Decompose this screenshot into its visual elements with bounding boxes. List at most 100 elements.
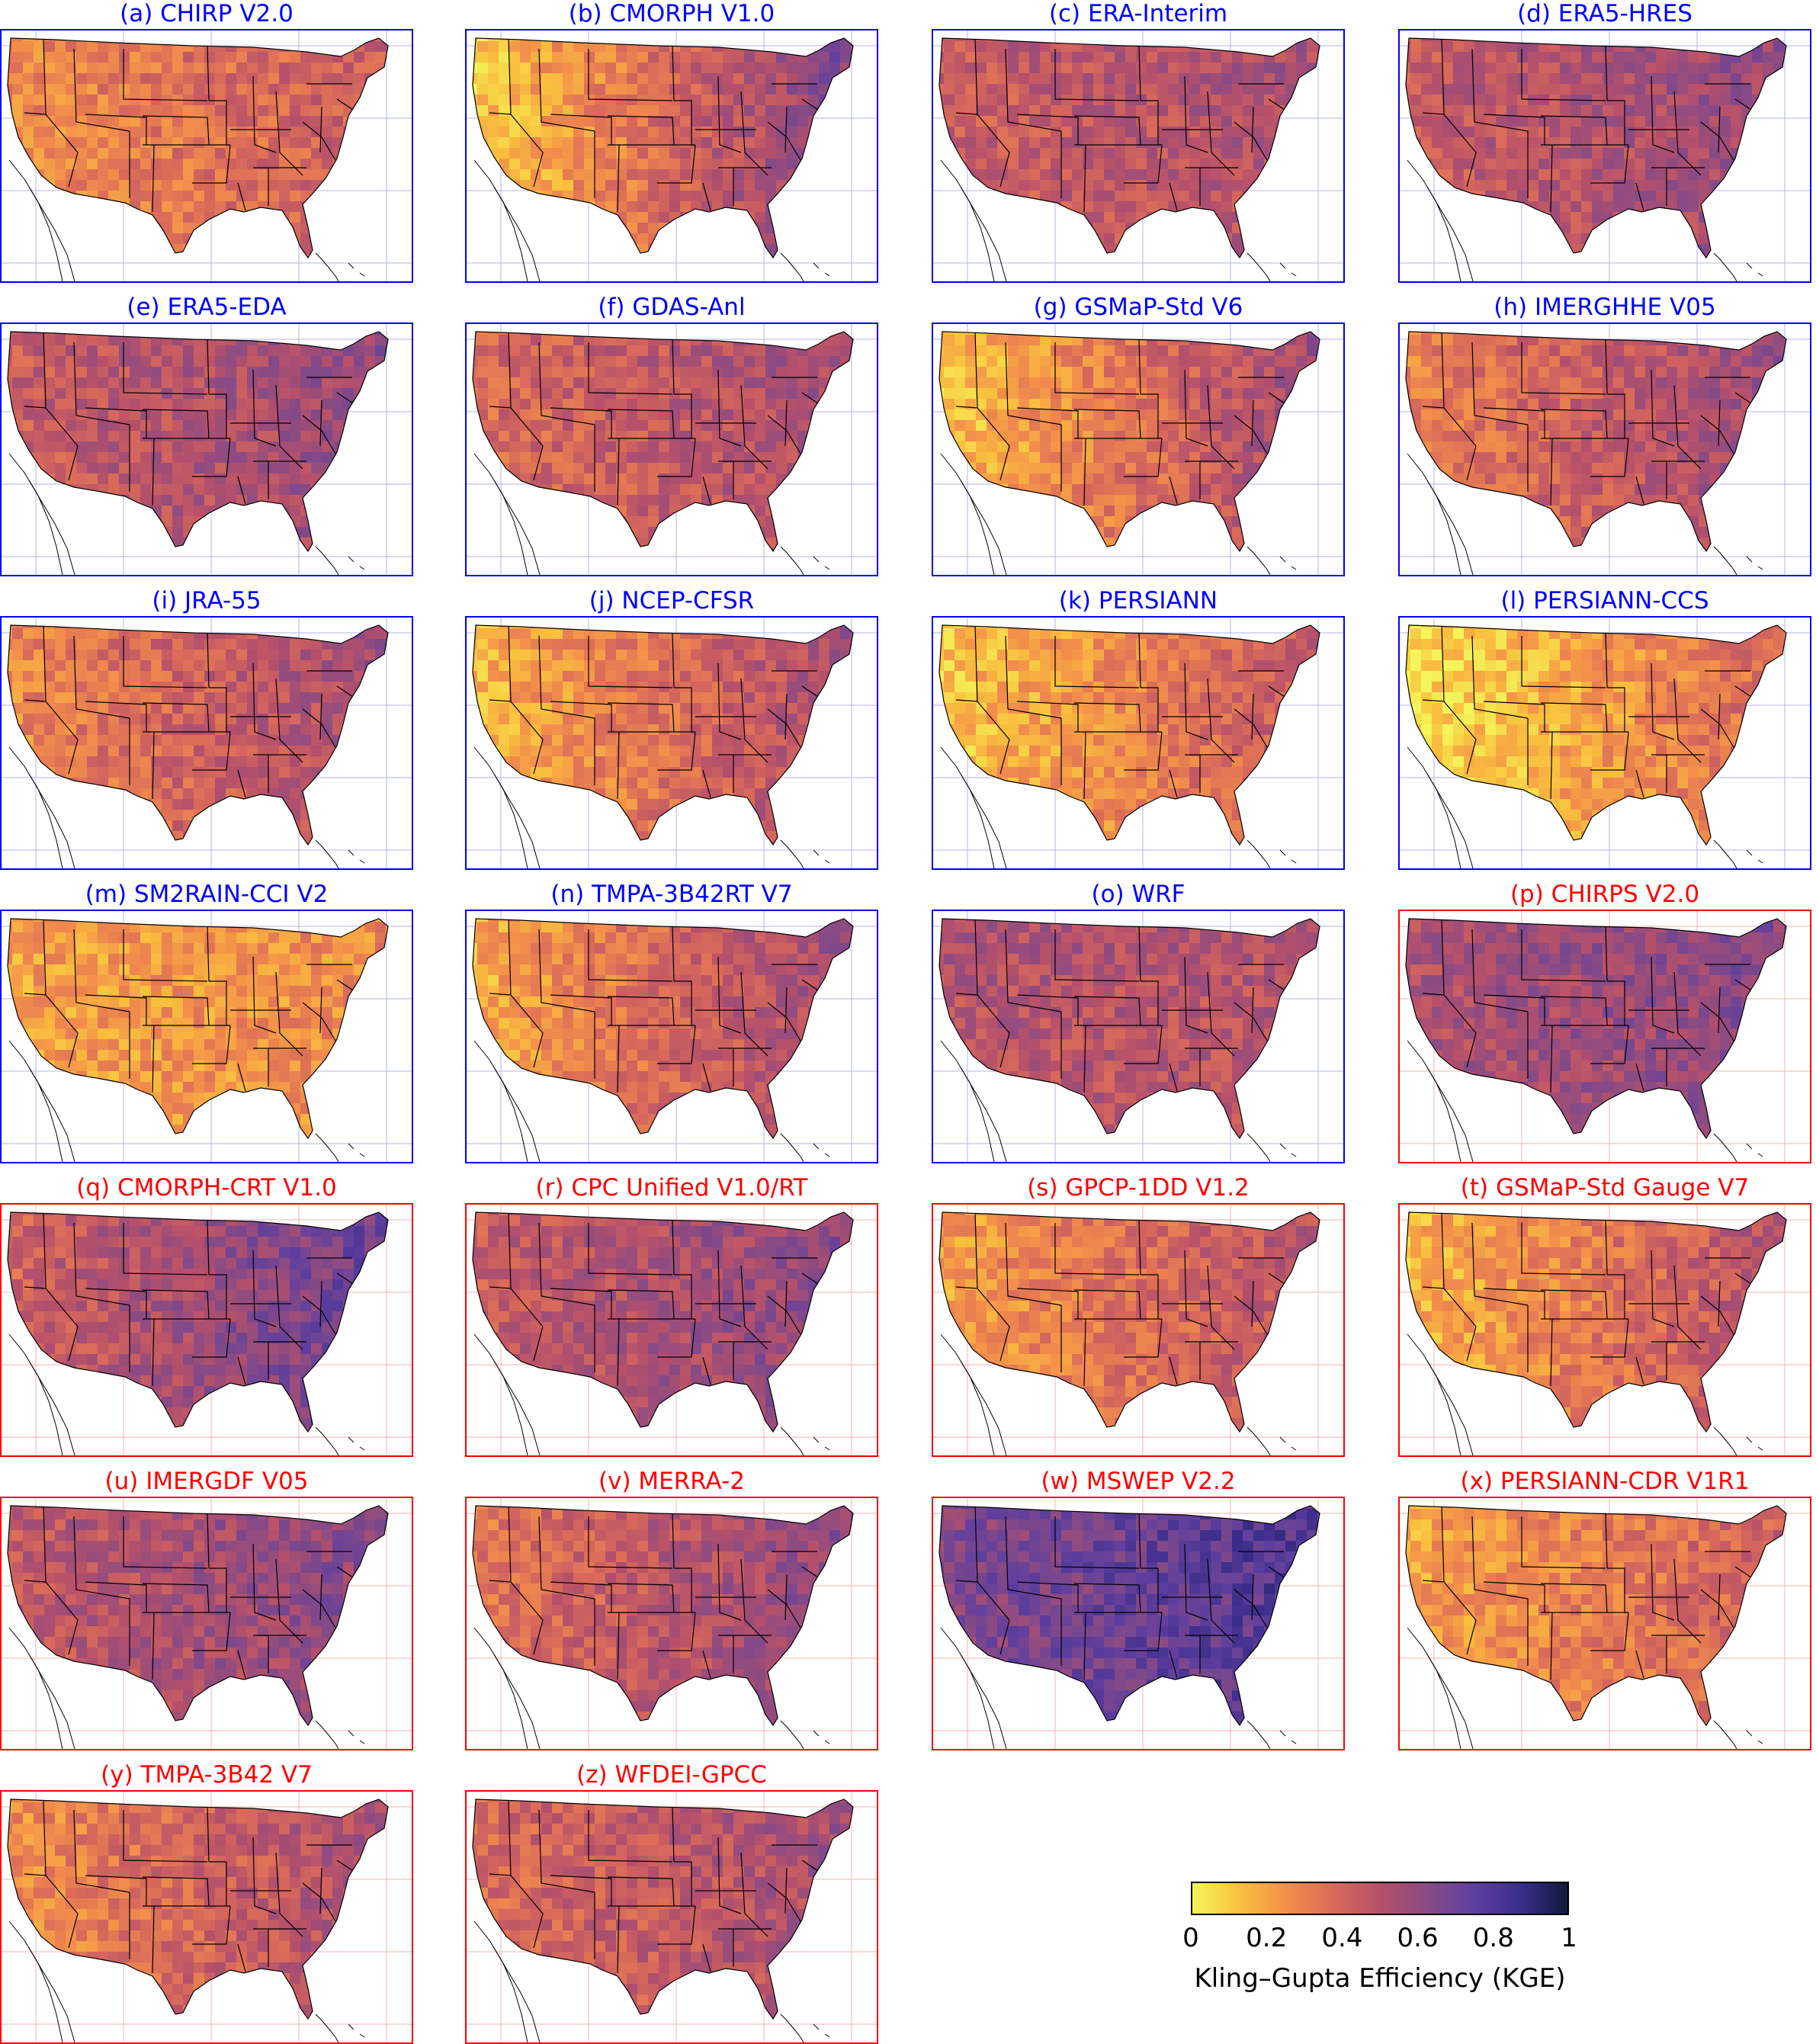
colorbar-tick: 0.8 [1473, 1923, 1514, 1953]
map-frame [932, 616, 1345, 870]
panel-title: (a) CHIRP V2.0 [0, 0, 413, 29]
kge-map [467, 1498, 877, 1749]
panel-title: (g) GSMaP-Std V6 [932, 292, 1345, 322]
kge-map [933, 1205, 1343, 1455]
map-panel-s: (s) GPCP-1DD V1.2 [932, 1174, 1345, 1430]
map-panel-p: (p) CHIRPS V2.0 [1398, 881, 1811, 1136]
kge-map [1400, 618, 1810, 868]
panel-title: (m) SM2RAIN-CCI V2 [0, 879, 413, 910]
kge-field [2, 1498, 412, 1749]
map-frame [0, 616, 413, 870]
map-panel-m: (m) SM2RAIN-CCI V2 [0, 881, 413, 1136]
map-panel-b: (b) CMORPH V1.0 [465, 0, 878, 255]
panel-title: (u) IMERGDF V05 [0, 1466, 413, 1497]
kge-map [933, 911, 1343, 1162]
map-frame [0, 910, 413, 1163]
map-panel-x: (x) PERSIANN-CDR V1R1 [1398, 1468, 1811, 1723]
panel-title: (v) MERRA-2 [465, 1466, 878, 1497]
panel-title: (i) JRA-55 [0, 586, 413, 616]
map-frame [465, 322, 878, 576]
map-frame [0, 1790, 413, 2044]
kge-field [2, 1205, 412, 1455]
map-frame [932, 29, 1345, 283]
kge-map [933, 324, 1343, 575]
map-frame [932, 1497, 1345, 1750]
kge-map [1400, 1205, 1810, 1455]
kge-map [2, 30, 412, 281]
map-frame [932, 322, 1345, 576]
map-panel-g: (g) GSMaP-Std V6 [932, 294, 1345, 549]
map-frame [1398, 1497, 1811, 1750]
map-panel-y: (y) TMPA-3B42 V7 [0, 1761, 413, 2017]
map-panel-c: (c) ERA-Interim [932, 0, 1345, 255]
panel-title: (c) ERA-Interim [932, 0, 1345, 29]
kge-map [933, 30, 1343, 281]
panel-title: (o) WRF [932, 879, 1345, 910]
panel-title: (d) ERA5-HRES [1398, 0, 1811, 29]
kge-field [467, 911, 877, 1162]
colorbar-tick: 0 [1182, 1923, 1199, 1953]
map-panel-k: (k) PERSIANN [932, 587, 1345, 842]
map-panel-j: (j) NCEP-CFSR [465, 587, 878, 842]
map-frame [1398, 29, 1811, 283]
map-panel-u: (u) IMERGDF V05 [0, 1468, 413, 1723]
panel-title: (y) TMPA-3B42 V7 [0, 1760, 413, 1790]
panel-title: (t) GSMaP-Std Gauge V7 [1398, 1173, 1811, 1203]
map-frame [465, 910, 878, 1163]
map-frame [1398, 616, 1811, 870]
panel-title: (r) CPC Unified V1.0/RT [465, 1173, 878, 1203]
kge-map [2, 911, 412, 1162]
map-panel-t: (t) GSMaP-Std Gauge V7 [1398, 1174, 1811, 1430]
kge-field [1400, 30, 1810, 281]
kge-field [2, 324, 412, 575]
map-frame [465, 1203, 878, 1457]
kge-field [1400, 911, 1810, 1162]
kge-field [467, 30, 877, 281]
kge-field [933, 324, 1343, 575]
map-frame [465, 1790, 878, 2044]
kge-field [2, 30, 412, 281]
kge-map [2, 618, 412, 868]
map-panel-e: (e) ERA5-EDA [0, 294, 413, 549]
kge-map [1400, 911, 1810, 1162]
kge-field [933, 1498, 1343, 1749]
panel-title: (z) WFDEI-GPCC [465, 1760, 878, 1790]
kge-field [467, 1205, 877, 1455]
map-frame [0, 29, 413, 283]
kge-field [467, 1792, 877, 2042]
map-panel-l: (l) PERSIANN-CCS [1398, 587, 1811, 842]
kge-map [2, 1205, 412, 1455]
panel-title: (e) ERA5-EDA [0, 292, 413, 322]
panel-title: (x) PERSIANN-CDR V1R1 [1398, 1466, 1811, 1497]
map-panel-w: (w) MSWEP V2.2 [932, 1468, 1345, 1723]
map-panel-o: (o) WRF [932, 881, 1345, 1136]
map-frame [1398, 1203, 1811, 1457]
kge-field [1400, 324, 1810, 575]
kge-map [467, 324, 877, 575]
kge-map [467, 618, 877, 868]
panel-title: (b) CMORPH V1.0 [465, 0, 878, 29]
kge-map [467, 911, 877, 1162]
map-panel-n: (n) TMPA-3B42RT V7 [465, 881, 878, 1136]
map-frame [0, 1203, 413, 1457]
kge-map [2, 1498, 412, 1749]
kge-map [467, 1205, 877, 1455]
kge-field [467, 1498, 877, 1749]
map-frame [0, 1497, 413, 1750]
map-panel-f: (f) GDAS-Anl [465, 294, 878, 549]
kge-map [933, 618, 1343, 868]
map-panel-i: (i) JRA-55 [0, 587, 413, 842]
map-panel-h: (h) IMERGHHE V05 [1398, 294, 1811, 549]
map-frame [465, 616, 878, 870]
panel-title: (l) PERSIANN-CCS [1398, 586, 1811, 616]
panel-title: (j) NCEP-CFSR [465, 586, 878, 616]
kge-field [2, 911, 412, 1162]
map-frame [932, 910, 1345, 1163]
colorbar-tick: 0.2 [1246, 1923, 1287, 1953]
map-panel-d: (d) ERA5-HRES [1398, 0, 1811, 255]
kge-map [1400, 324, 1810, 575]
kge-field [933, 618, 1343, 868]
colorbar [1191, 1882, 1569, 1915]
colorbar-tick: 1 [1561, 1923, 1577, 1953]
